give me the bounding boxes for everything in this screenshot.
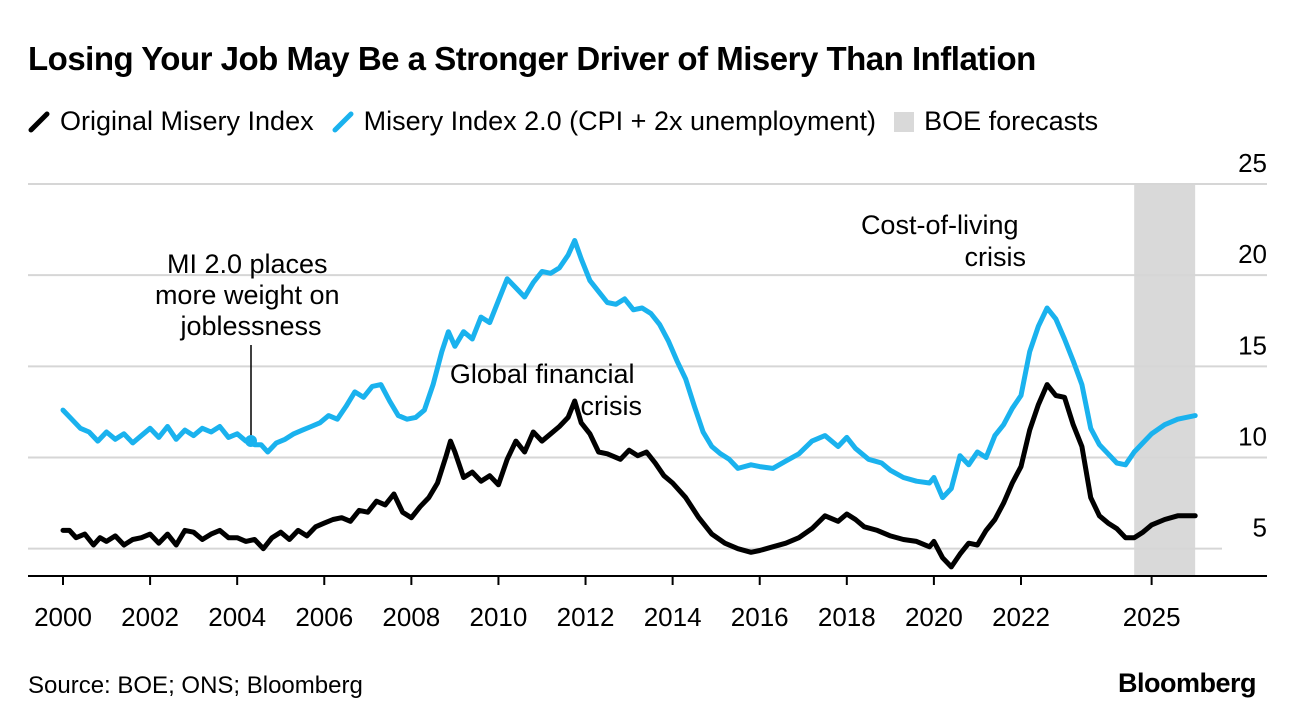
x-tick-label: 2020 (905, 602, 963, 632)
x-tick-label: 2010 (470, 602, 528, 632)
x-tick-label: 2022 (992, 602, 1050, 632)
forecast-shading (1134, 184, 1196, 576)
x-tick-label: 2006 (295, 602, 353, 632)
annotation-gfc: Global financial crisis (450, 359, 642, 421)
x-tick-label: 2008 (382, 602, 440, 632)
annotation-col: Cost-of-living crisis (861, 210, 1026, 272)
legend-item-forecast: BOE forecasts (894, 106, 1098, 137)
annotation-mi2-line3: joblessness (179, 311, 321, 341)
x-tick-label: 2012 (557, 602, 615, 632)
legend-swatch-original (28, 111, 50, 132)
x-tick-label: 2018 (818, 602, 876, 632)
legend-swatch-mi2 (332, 111, 354, 132)
chart-title: Losing Your Job May Be a Stronger Driver… (28, 40, 1036, 77)
x-tick-label: 2002 (121, 602, 179, 632)
y-tick-label: 20 (1238, 239, 1267, 269)
y-tick-label: 5 (1253, 513, 1267, 543)
annotation-col-line1: Cost-of-living (861, 210, 1019, 240)
annotation-gfc-line2: crisis (581, 391, 643, 421)
annotation-col-line2: crisis (965, 242, 1027, 272)
legend-item-original: Original Misery Index (28, 106, 314, 137)
x-tick-label: 2000 (34, 602, 92, 632)
legend-line-original-icon (28, 111, 50, 132)
x-tick-label: 2014 (644, 602, 702, 632)
annotation-mi2: MI 2.0 places more weight on joblessness (155, 249, 347, 341)
annotation-mi2-line2: more weight on (155, 280, 340, 310)
y-tick-label: 15 (1238, 330, 1267, 360)
legend-line-mi2-icon (332, 111, 354, 132)
bloomberg-logo: Bloomberg (1117, 668, 1257, 698)
legend-label-original: Original Misery Index (60, 106, 314, 136)
annotation-gfc-line1: Global financial (450, 359, 635, 389)
x-tick-label: 2016 (731, 602, 789, 632)
annotation-marker (245, 435, 257, 447)
series-line-mi2 (60, 238, 1198, 501)
source-note: Source: BOE; ONS; Bloomberg (28, 672, 363, 699)
y-tick-label: 10 (1238, 421, 1267, 451)
legend: Original Misery Index Misery Index 2.0 (… (28, 106, 1116, 137)
legend-label-forecast: BOE forecasts (924, 106, 1099, 136)
x-tick-label: 2004 (208, 602, 266, 632)
legend-label-mi2: Misery Index 2.0 (CPI + 2x unemployment) (363, 106, 877, 136)
y-tick-label: 25 (1238, 148, 1267, 178)
annotation-mi2-line1: MI 2.0 places (167, 249, 328, 279)
series-line-original (60, 382, 1198, 570)
legend-item-mi2: Misery Index 2.0 (CPI + 2x unemployment) (332, 106, 876, 137)
legend-box-forecast (894, 111, 915, 132)
x-tick-label: 2025 (1123, 602, 1181, 632)
